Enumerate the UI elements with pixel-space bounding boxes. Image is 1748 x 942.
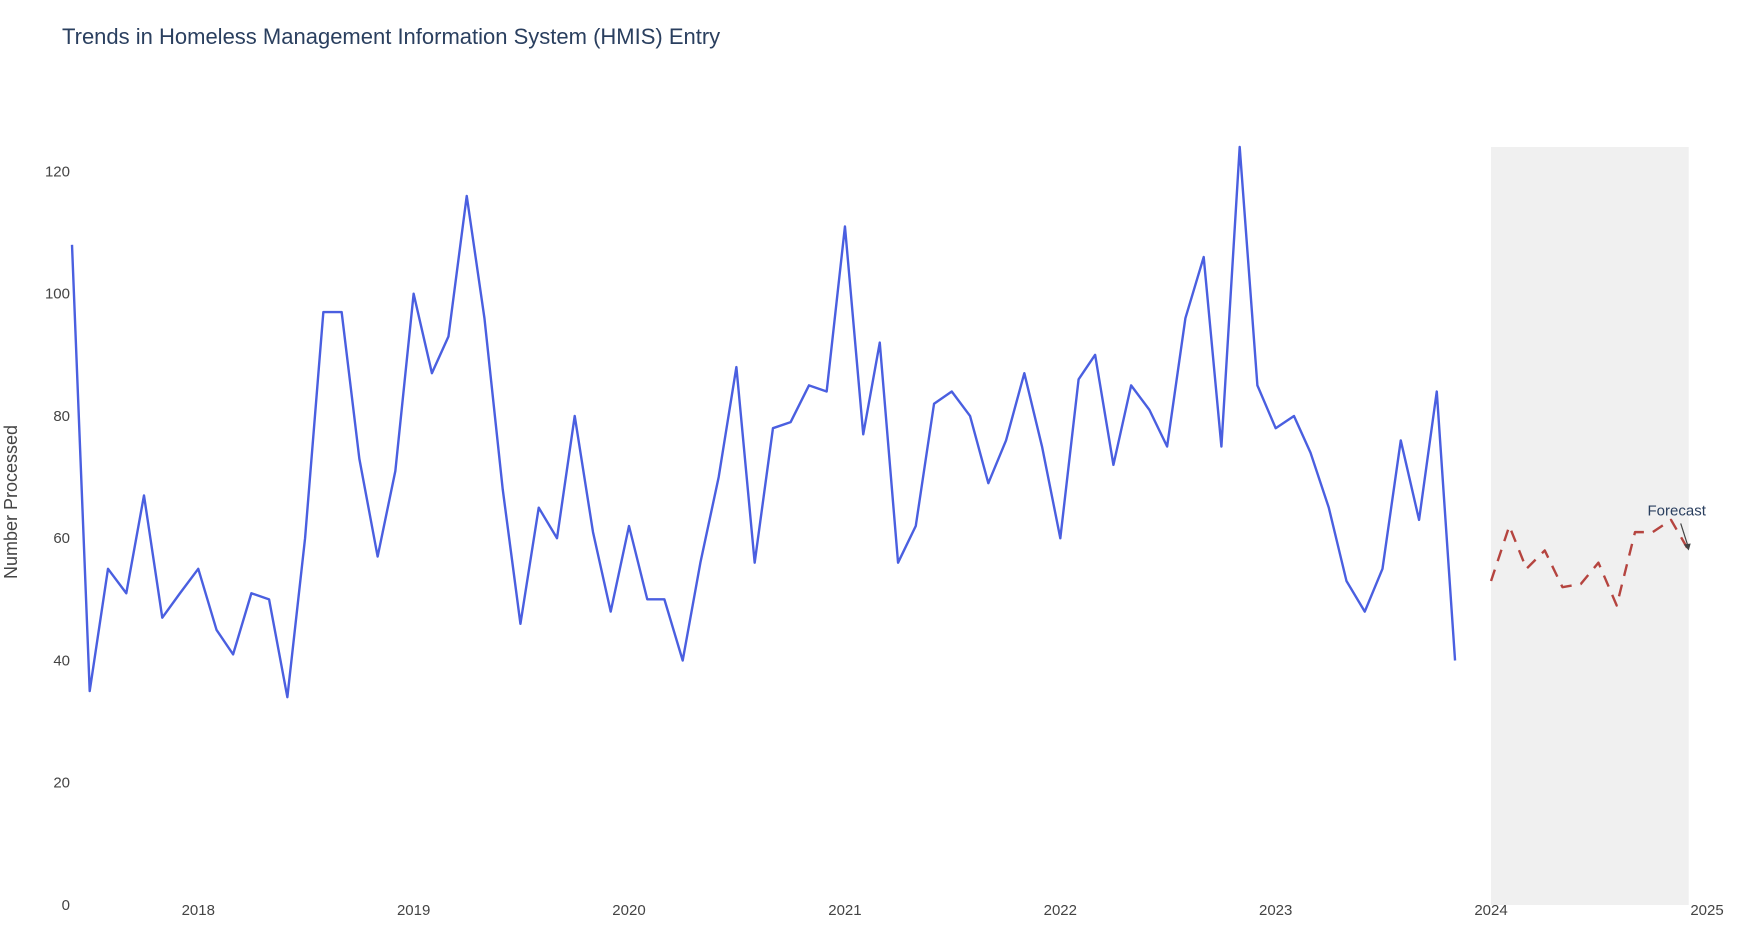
x-tick-label: 2022 (1044, 902, 1077, 919)
x-tick-label: 2025 (1690, 902, 1723, 919)
y-tick-label: 100 (45, 286, 70, 303)
y-tick-label: 80 (53, 408, 70, 425)
actual-series-line (70, 145, 1457, 699)
forecast-region (1491, 147, 1689, 905)
x-tick-label: 2018 (182, 902, 215, 919)
annotation-layer: Forecast (1648, 502, 1707, 551)
y-tick-label: 0 (62, 897, 70, 914)
x-tick-label: 2019 (397, 902, 430, 919)
x-tick-label: 2024 (1474, 902, 1507, 919)
forecast-series-line (1489, 518, 1690, 607)
x-axis-ticks: 2018 2019 2020 2021 2022 2023 2024 2025 (182, 902, 1724, 919)
chart-title: Trends in Homeless Management Informatio… (62, 24, 720, 49)
x-tick-label: 2023 (1259, 902, 1292, 919)
y-axis-label: Number Processed (1, 425, 21, 579)
y-tick-label: 60 (53, 530, 70, 547)
x-tick-label: 2021 (828, 902, 861, 919)
annotation-arrowhead (1683, 543, 1691, 551)
y-tick-label: 120 (45, 163, 70, 180)
series-layer (70, 145, 1690, 699)
y-tick-label: 40 (53, 652, 70, 669)
y-tick-label: 20 (53, 775, 70, 792)
y-axis-ticks: 0 20 40 60 80 100 120 (45, 163, 70, 914)
annotation-label: Forecast (1648, 502, 1707, 519)
x-tick-label: 2020 (612, 902, 645, 919)
forecast-region-layer (1491, 147, 1689, 905)
